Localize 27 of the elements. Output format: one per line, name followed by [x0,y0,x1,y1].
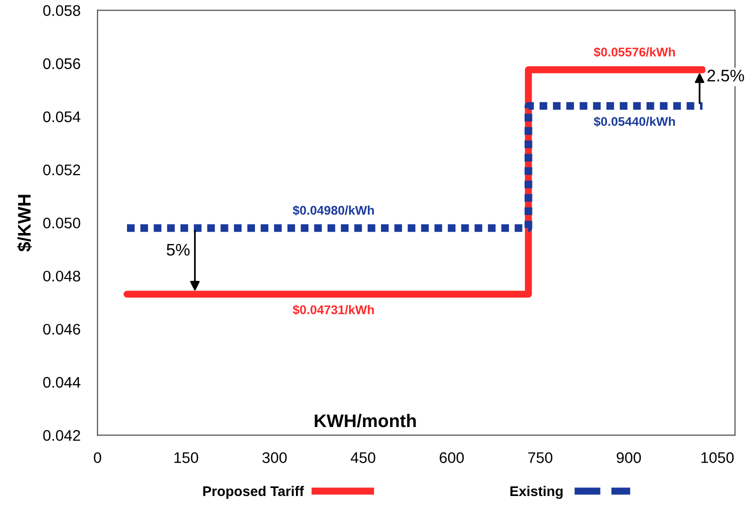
y-tick-label: 0.052 [43,164,80,176]
data-label: $0.04731/kWh [292,304,374,315]
y-tick-label: 0.056 [43,58,80,70]
y-tick-label: 0.058 [43,5,80,16]
legend-label: Existing [510,486,563,499]
x-axis-title: KWH/month [314,414,416,428]
annotation: 2.5% [708,70,744,82]
legend-label: Proposed Tariff [203,486,304,499]
x-tick-label: 600 [440,452,464,464]
y-tick-label: 0.042 [43,430,80,441]
data-label: $0.04980/kWh [292,205,374,216]
y-tick-label: 0.050 [43,218,80,228]
x-tick-label: 450 [350,452,376,464]
x-tick-label: 900 [616,452,641,464]
x-tick-label: 750 [528,452,552,464]
x-tick-label: 1050 [701,452,734,464]
x-tick-label: 300 [262,452,287,464]
annotation: 5% [166,244,190,256]
x-tick-label: 150 [174,452,198,464]
y-tick-label: 0.048 [43,270,80,282]
data-label: $0.05576/kWh [594,47,675,58]
data-label: $0.05440/kWh [594,116,675,127]
y-tick-label: 0.054 [43,111,80,122]
y-tick-label: 0.044 [43,376,80,388]
x-tick-label: 0 [94,452,102,464]
y-tick-label: 0.046 [43,324,80,335]
y-axis-title: $/KWH [17,194,32,252]
